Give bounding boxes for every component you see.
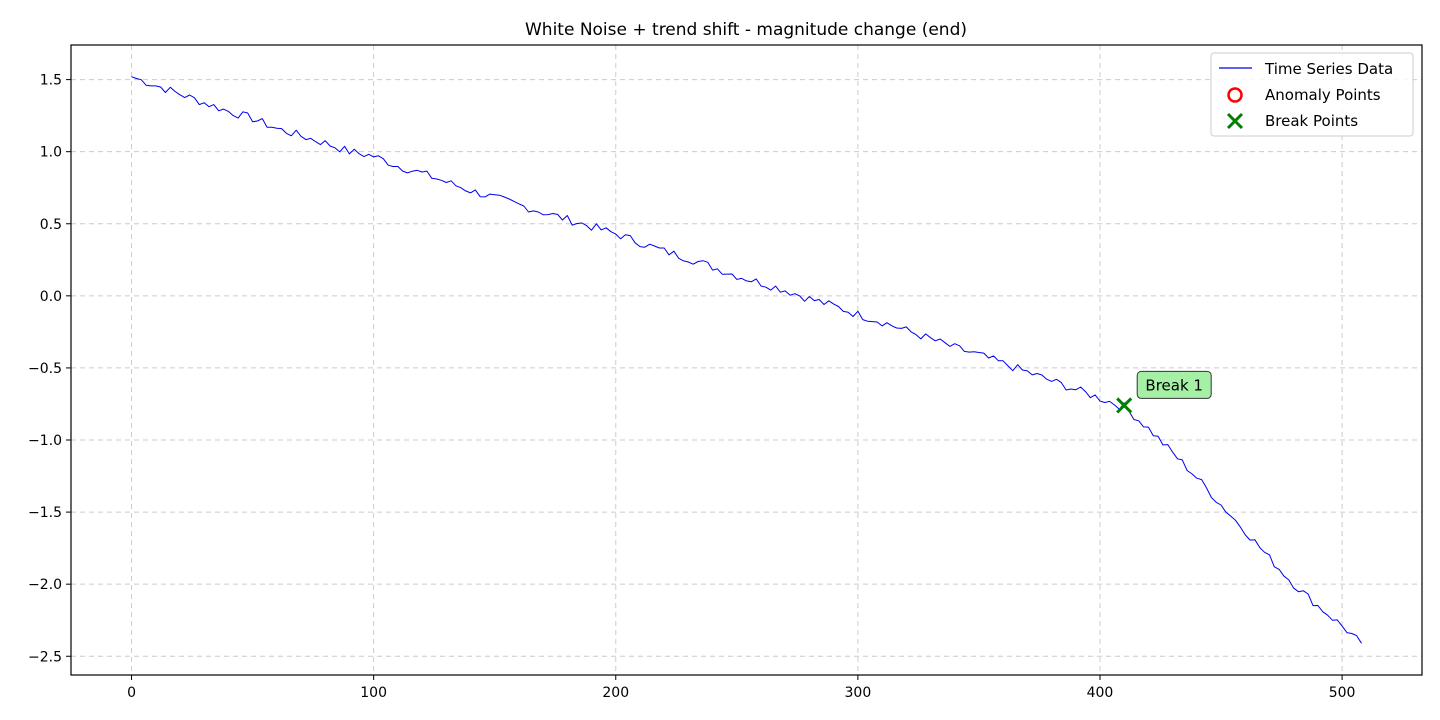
y-tick-label: −2.5 — [28, 649, 62, 665]
legend-box — [1210, 52, 1414, 137]
x-tick-label: 100 — [360, 685, 387, 701]
x-tick-label: 300 — [845, 685, 872, 701]
y-tick-label: −0.5 — [28, 361, 62, 377]
x-tick-label: 0 — [127, 685, 136, 701]
legend: Time Series Data Anomaly Points Break Po… — [1210, 52, 1414, 137]
legend-label-break: Break Points — [1265, 112, 1358, 130]
series-line — [131, 76, 1362, 644]
series-layer — [131, 76, 1362, 644]
x-tick-label: 400 — [1087, 685, 1114, 701]
x-tick-label: 200 — [602, 685, 629, 701]
break-label-box — [1136, 370, 1212, 399]
grid-layer — [71, 45, 1422, 675]
break-layer: Break 1 — [1116, 370, 1212, 414]
plot-frame — [70, 44, 1423, 676]
break-point-marker — [1116, 397, 1133, 414]
y-axis: 1.5 1.0 0.5 0.0 −0.5 −1.0 −1.5 −2.0 −2.5 — [28, 73, 71, 665]
y-tick-label: 1.5 — [40, 73, 62, 89]
y-tick-label: 0.5 — [40, 217, 62, 233]
x-axis: 0 100 200 300 400 500 — [127, 675, 1355, 701]
legend-label-series: Time Series Data — [1264, 60, 1393, 78]
x-tick-label: 500 — [1329, 685, 1356, 701]
legend-label-anomaly: Anomaly Points — [1265, 86, 1381, 104]
chart-title: White Noise + trend shift - magnitude ch… — [525, 20, 967, 40]
legend-break-swatch — [1226, 112, 1244, 130]
legend-anomaly-swatch — [1227, 87, 1243, 103]
y-tick-label: −2.0 — [28, 577, 62, 593]
y-tick-label: −1.0 — [28, 433, 62, 449]
y-tick-label: −1.5 — [28, 505, 62, 521]
break-label: Break 1 — [1145, 376, 1203, 394]
y-tick-label: 0.0 — [40, 289, 62, 305]
y-tick-label: 1.0 — [40, 145, 62, 161]
